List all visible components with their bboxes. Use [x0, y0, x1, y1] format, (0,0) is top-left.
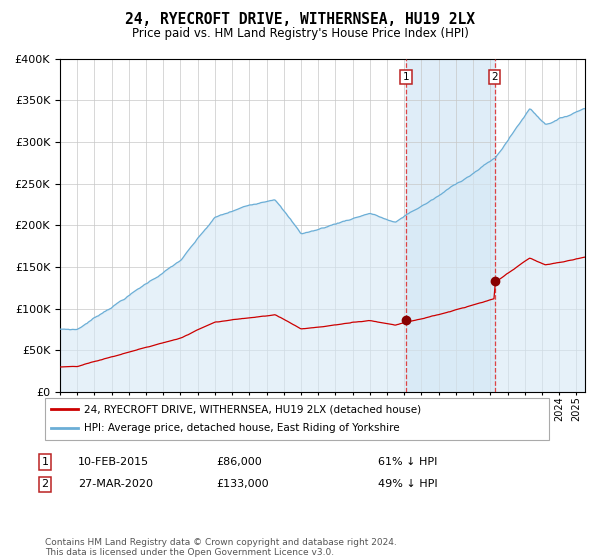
Text: 24, RYECROFT DRIVE, WITHERNSEA, HU19 2LX: 24, RYECROFT DRIVE, WITHERNSEA, HU19 2LX: [125, 12, 475, 27]
Text: £133,000: £133,000: [216, 479, 269, 489]
Text: Price paid vs. HM Land Registry's House Price Index (HPI): Price paid vs. HM Land Registry's House …: [131, 27, 469, 40]
Text: 61% ↓ HPI: 61% ↓ HPI: [378, 457, 437, 467]
Text: 24, RYECROFT DRIVE, WITHERNSEA, HU19 2LX (detached house): 24, RYECROFT DRIVE, WITHERNSEA, HU19 2LX…: [84, 404, 421, 414]
Text: £86,000: £86,000: [216, 457, 262, 467]
Text: 27-MAR-2020: 27-MAR-2020: [78, 479, 153, 489]
Text: 1: 1: [403, 72, 409, 82]
Text: 1: 1: [41, 457, 49, 467]
Text: 2: 2: [41, 479, 49, 489]
Text: HPI: Average price, detached house, East Riding of Yorkshire: HPI: Average price, detached house, East…: [84, 423, 400, 433]
Bar: [406, 59, 494, 392]
Text: 49% ↓ HPI: 49% ↓ HPI: [378, 479, 437, 489]
Text: 10-FEB-2015: 10-FEB-2015: [78, 457, 149, 467]
Text: Contains HM Land Registry data © Crown copyright and database right 2024.
This d: Contains HM Land Registry data © Crown c…: [45, 538, 397, 557]
Text: 2: 2: [491, 72, 498, 82]
